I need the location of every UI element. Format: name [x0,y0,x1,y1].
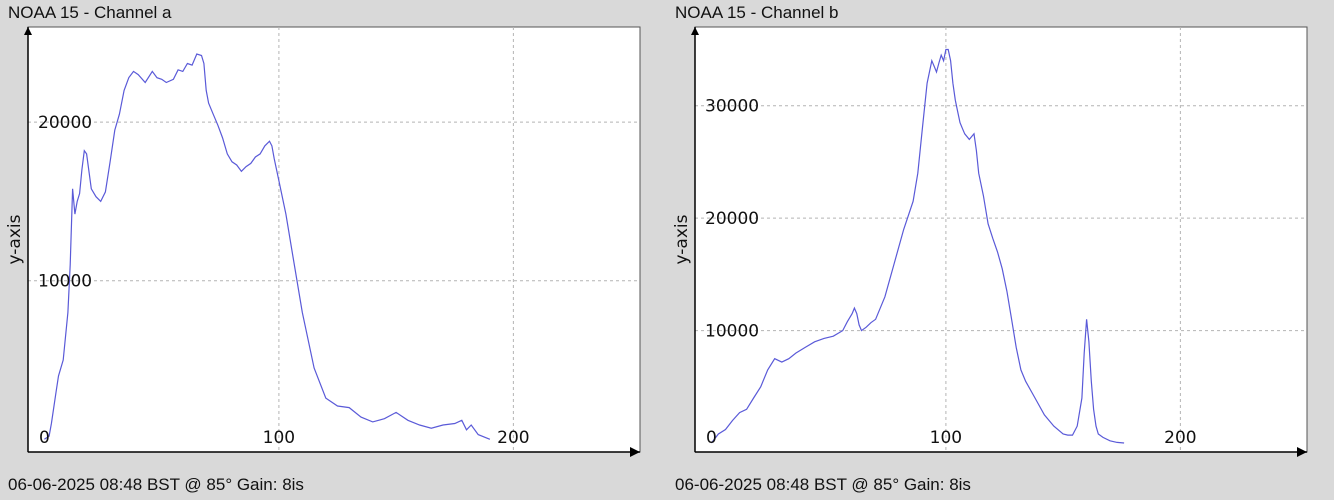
y-tick-label: 20000 [705,209,759,229]
x-tick-label: 200 [1164,428,1196,448]
channel-a-chart: 0 100 200 10000 20000 y-axis [5,26,641,457]
plot-area [27,26,641,453]
x-axis-arrow [630,447,640,457]
x-tick-label: 100 [930,428,962,448]
y-tick-label: 10000 [38,272,92,292]
series-line [44,53,491,440]
chart-title: NOAA 15 - Channel b [675,3,839,22]
plot-area [694,26,1308,453]
y-axis-label: y-axis [5,214,25,264]
y-tick-label: 20000 [38,113,92,133]
x-tick-label: 200 [497,428,529,448]
channel-b-panel: NOAA 15 - Channel b 0 100 200 10000 20000 300… [667,0,1334,500]
chart-footer: 06-06-2025 08:48 BST @ 85° Gain: 8is [675,475,971,494]
x-axis-arrow [1297,447,1307,457]
x-tick-label: 0 [39,428,50,448]
y-tick-label: 30000 [705,97,759,117]
chart-title: NOAA 15 - Channel a [8,3,172,22]
y-axis-label: y-axis [672,214,692,264]
y-tick-label: 10000 [705,322,759,342]
series-line [710,48,1125,444]
channel-a-panel: NOAA 15 - Channel a 0 100 200 10000 20000 y-a… [5,3,641,494]
chart-footer: 06-06-2025 08:48 BST @ 85° Gain: 8is [8,475,304,494]
y-axis-arrow [691,27,699,35]
x-tick-label: 0 [706,428,717,448]
y-axis-arrow [24,27,32,35]
channel-b-chart: 0 100 200 10000 20000 30000 y-axis [672,26,1308,457]
x-tick-label: 100 [263,428,295,448]
